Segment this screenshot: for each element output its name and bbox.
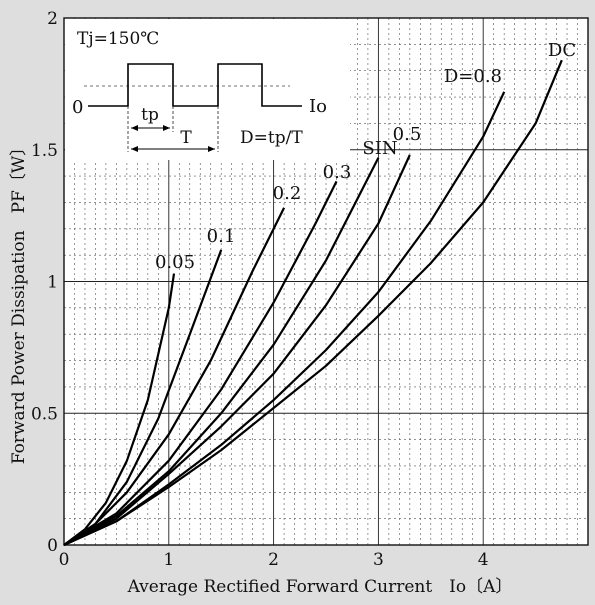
series-line-0-2 bbox=[63, 207, 286, 546]
x-tick-label: 3 bbox=[373, 550, 384, 570]
pulse-waveform bbox=[88, 63, 302, 107]
y-tick-label: 0.5 bbox=[31, 404, 58, 424]
series-label-0-05: 0.05 bbox=[155, 252, 195, 273]
x-tick-label: 1 bbox=[163, 550, 174, 570]
x-tick-label: 0 bbox=[59, 550, 70, 570]
series-line-0-5 bbox=[63, 154, 411, 546]
t-arrowhead-right bbox=[208, 146, 215, 152]
inset-t-label: T bbox=[180, 128, 192, 148]
x-tick-label: 2 bbox=[268, 550, 279, 570]
series-label-0-1: 0.1 bbox=[207, 226, 236, 247]
series-label-0-5: 0.5 bbox=[393, 124, 422, 145]
series-line-sin bbox=[63, 157, 380, 546]
series-label-d-0-8: D=0.8 bbox=[444, 66, 502, 87]
y-axis-label: Forward Power Dissipation PF〔W〕 bbox=[9, 139, 29, 465]
series-line-0-3 bbox=[63, 180, 338, 546]
series-label-0-2: 0.2 bbox=[273, 183, 302, 204]
condition-label: Tj=150℃ bbox=[77, 29, 159, 49]
series-line-0-05 bbox=[63, 273, 176, 546]
x-axis-label: Average Rectified Forward Current Io〔A〕 bbox=[127, 577, 513, 597]
y-tick-label: 0 bbox=[47, 536, 58, 556]
x-tick-label: 4 bbox=[478, 550, 489, 570]
inset-duty-label: D=tp/T bbox=[240, 128, 303, 148]
y-tick-label: 2 bbox=[47, 9, 58, 29]
series-label-sin: SIN bbox=[362, 138, 397, 159]
series-label-dc: DC bbox=[548, 40, 576, 61]
series-label-0-3: 0.3 bbox=[323, 162, 352, 183]
t-arrowhead-left bbox=[131, 146, 138, 152]
inset-box bbox=[65, 19, 350, 160]
inset-io-label: Io bbox=[309, 96, 327, 117]
tp-arrowhead-right bbox=[163, 125, 170, 131]
inset-tp-label: tp bbox=[141, 105, 159, 125]
y-tick-label: 1 bbox=[47, 273, 58, 293]
y-tick-label: 1.5 bbox=[31, 141, 58, 161]
series-line-dc bbox=[63, 59, 563, 547]
inset-zero-label: 0 bbox=[72, 97, 83, 118]
plot-frame bbox=[63, 17, 589, 546]
tp-arrowhead-left bbox=[131, 125, 138, 131]
